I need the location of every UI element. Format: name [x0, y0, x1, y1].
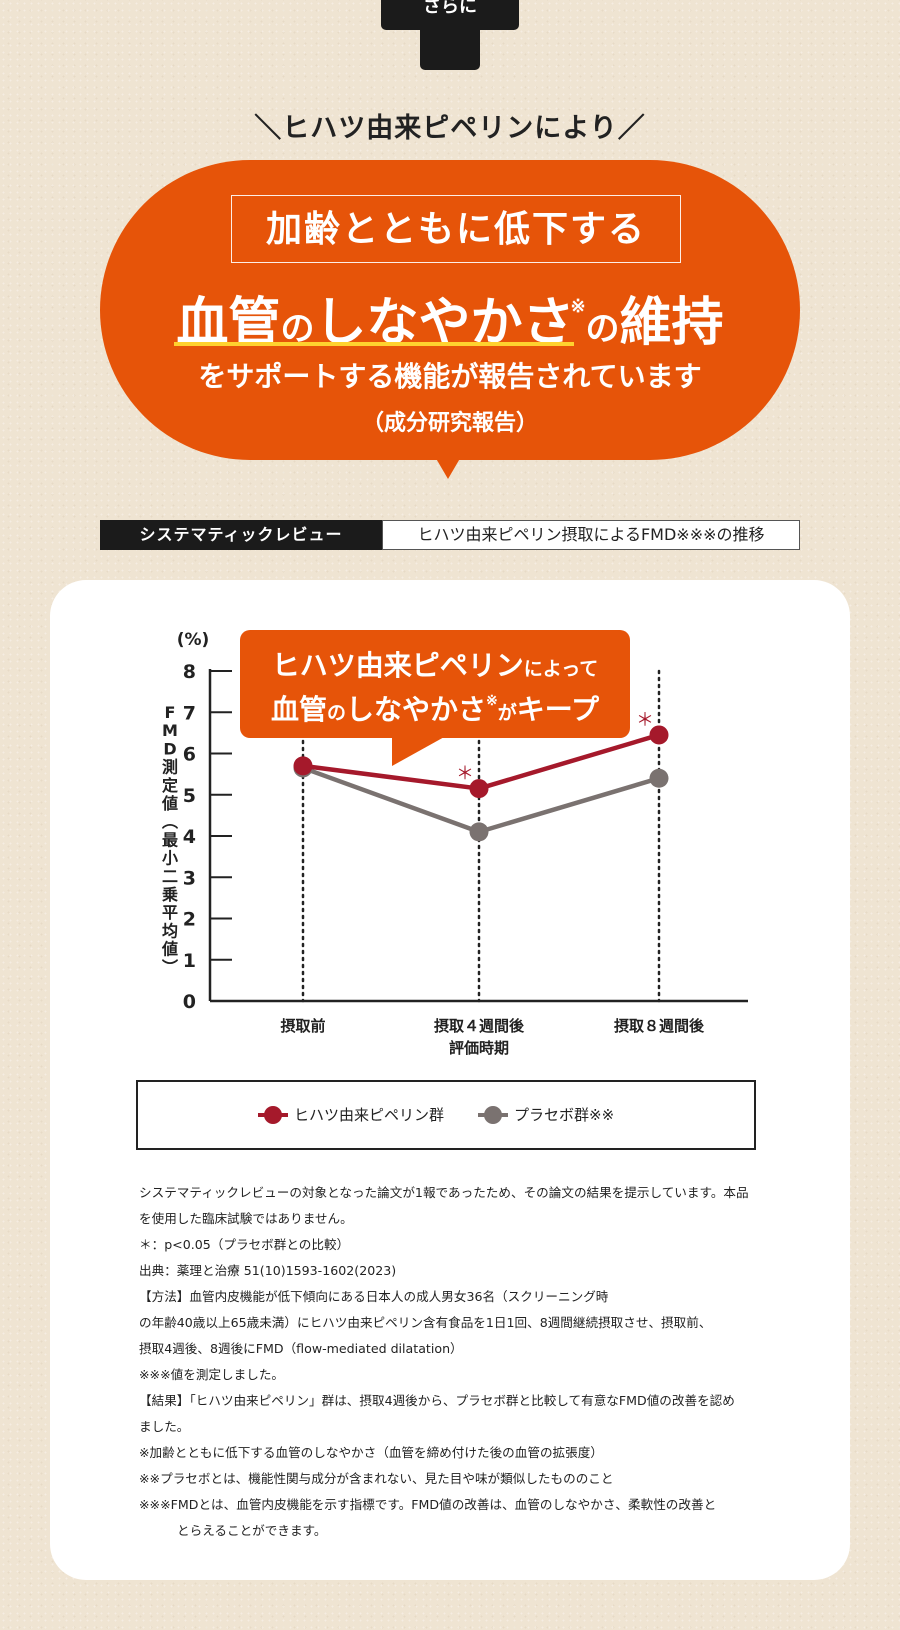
legend-marker-placebo — [478, 1106, 508, 1124]
note-line: 【方法】血管内皮機能が低下傾向にある日本人の成人男女36名（スクリーニング時 — [139, 1289, 609, 1304]
y-axis-label: F M D 測定値︵最小二乗平均値︶ — [161, 703, 179, 977]
y-tick-label: 3 — [183, 867, 196, 889]
legend-item-piperine: ヒハツ由来ピペリン群 — [258, 1104, 444, 1126]
legend-label: ヒハツ由来ピペリン群 — [294, 1106, 445, 1124]
x-tick-label: 摂取前 — [280, 1017, 325, 1035]
callout-line-1: ヒハツ由来ピペリンによって — [240, 644, 630, 684]
legend-marker-piperine — [258, 1106, 288, 1124]
boxed-headline: 加齢とともに低下する — [231, 195, 681, 263]
y-tick-label: 1 — [183, 950, 196, 972]
headline-particle: の — [585, 309, 620, 349]
callout-line-2: 血管のしなやかさ※がキープ — [240, 688, 630, 728]
footnotes: システマティックレビューの対象となった論文が1報であったため、その論文の結果を提… — [139, 1180, 764, 1544]
note-line: 摂取4週後、8週後にFMD（flow-mediated dilatation） — [139, 1341, 463, 1356]
callout-particle: が — [497, 702, 517, 724]
top-tab-label: さらに — [423, 0, 477, 17]
significance-mark: ＊ — [636, 710, 654, 731]
y-tick-label: 8 — [183, 661, 196, 683]
y-axis-unit: (%) — [177, 630, 210, 650]
footnote-mark: ※ — [570, 296, 586, 317]
speech-bubble-tail — [434, 455, 462, 479]
callout-tail — [392, 736, 446, 766]
y-tick-label: 6 — [183, 744, 196, 766]
data-point-piperine — [293, 756, 313, 776]
legend-label: プラセボ群※※ — [514, 1106, 615, 1124]
note-line: ました。 — [139, 1419, 190, 1434]
plus-symbol — [420, 25, 480, 70]
data-point-piperine — [469, 779, 489, 799]
note-line: ※※※値を測定しました。 — [139, 1367, 285, 1382]
callout-part: キープ — [516, 693, 600, 726]
callout-part: 血管 — [270, 693, 327, 726]
subtitle: ＼ヒハツ由来ピペリンにより／ — [254, 113, 646, 144]
y-tick-label: 4 — [183, 826, 196, 848]
footnote-mark: ※ — [485, 693, 498, 709]
note-line: ＊：p<0.05（プラセボ群との比較） — [139, 1237, 350, 1252]
note-line: システマティックレビューの対象となった論文が1報であったため、その論文の結果を提… — [139, 1185, 749, 1200]
data-point-placebo — [649, 768, 669, 788]
callout-particle: の — [326, 702, 346, 724]
x-axis-group-label: 評価時期 — [449, 1039, 509, 1057]
note-line: 出典：薬理と治療 51(10)1593-1602(2023) — [139, 1263, 397, 1278]
data-point-placebo — [469, 822, 489, 842]
review-label: システマティックレビュー — [100, 520, 382, 550]
y-tick-label: 5 — [183, 785, 196, 807]
data-point-piperine — [649, 725, 669, 745]
support-line: をサポートする機能が報告されています — [198, 360, 702, 393]
review-description: ヒハツ由来ピペリン摂取によるFMD※※※の推移 — [382, 520, 800, 550]
y-tick-label: 0 — [183, 991, 196, 1013]
note-line: を使用した臨床試験ではありません。 — [139, 1211, 353, 1226]
note-line: 【結果】「ヒハツ由来ピペリン」群は、摂取4週後から、プラセボ群と比較して有意なF… — [139, 1393, 735, 1408]
x-tick-label: 摂取８週間後 — [614, 1017, 705, 1035]
legend-item-placebo: プラセボ群※※ — [478, 1104, 614, 1126]
y-tick-label: 7 — [183, 702, 196, 724]
note-line: ※加齢とともに低下する血管のしなやかさ（血管を締め付けた後の血管の拡張度） — [139, 1445, 603, 1460]
x-tick-label: 摂取４週間後 — [434, 1017, 525, 1035]
note-line: ※※※FMDとは、血管内皮機能を示す指標です。FMD値の改善は、血管のしなやかさ… — [139, 1497, 717, 1512]
y-tick-label: 2 — [183, 909, 196, 931]
note-line: とらえることができます。 — [177, 1523, 327, 1538]
callout-part: しなやかさ — [345, 693, 486, 726]
chart-legend: ヒハツ由来ピペリン群 プラセボ群※※ — [136, 1080, 756, 1150]
chart-callout: ヒハツ由来ピペリンによって 血管のしなやかさ※がキープ — [240, 630, 630, 738]
callout-particle: によって — [523, 658, 599, 680]
significance-mark: ＊ — [456, 764, 474, 785]
report-note: （成分研究報告） — [361, 411, 538, 436]
series-line-placebo — [302, 765, 660, 835]
callout-part: ヒハツ由来ピペリン — [271, 649, 524, 682]
speech-bubble — [100, 160, 800, 460]
note-line: の年齢40歳以上65歳未満）にヒハツ由来ピペリン含有食品を1日1回、8週間継続摂… — [139, 1315, 712, 1330]
headline-part: 維持 — [619, 292, 724, 353]
note-line: ※※プラセボとは、機能性関与成分が含まれない、見た目や味が類似したもののこと — [139, 1471, 614, 1486]
headline-underline — [174, 342, 574, 346]
